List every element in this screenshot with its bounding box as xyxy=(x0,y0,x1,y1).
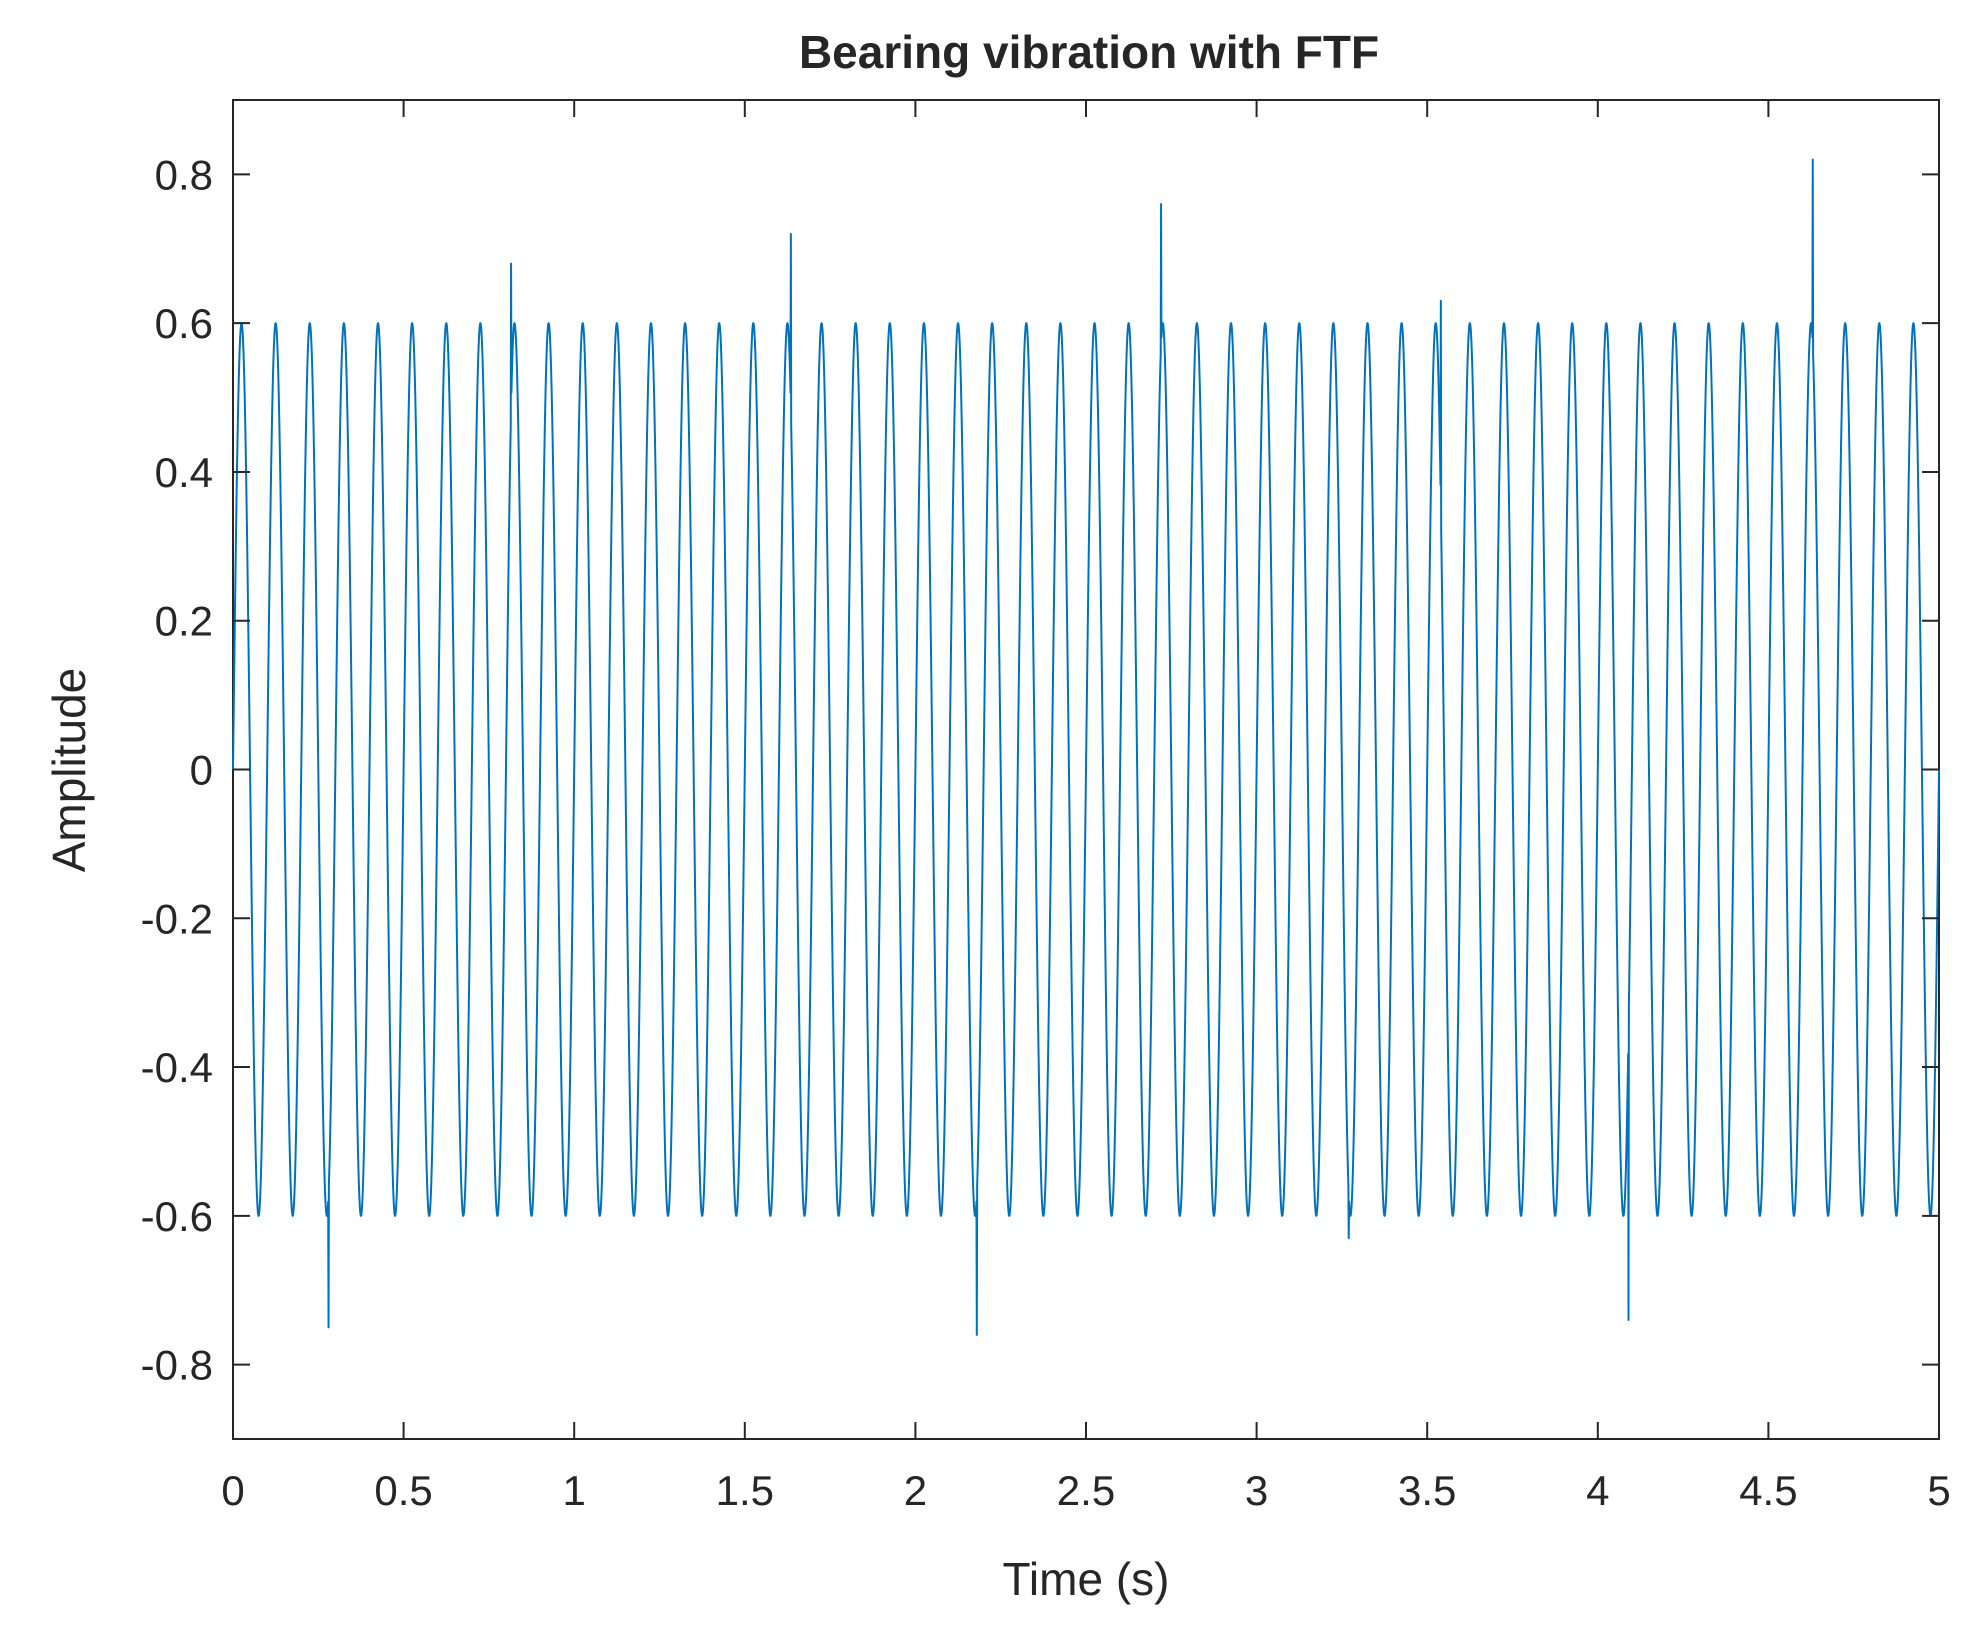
y-tick-label: 0.4 xyxy=(155,449,213,496)
y-tick-label: 0.8 xyxy=(155,151,213,198)
y-tick-label: -0.2 xyxy=(141,895,213,942)
x-tick-label: 4.5 xyxy=(1739,1467,1797,1514)
y-tick-label: -0.6 xyxy=(141,1193,213,1240)
y-axis-label: Amplitude xyxy=(43,668,95,873)
x-tick-label: 1.5 xyxy=(716,1467,774,1514)
series-layer xyxy=(232,158,1940,1336)
chart-title: Bearing vibration with FTF xyxy=(799,26,1379,78)
y-tick-label: -0.4 xyxy=(141,1044,213,1091)
series-line xyxy=(232,158,1940,1336)
x-tick-label: 5 xyxy=(1927,1467,1950,1514)
x-tick-label: 2.5 xyxy=(1057,1467,1115,1514)
plot-area: 0 0.5 1 1.5 2 2.5 3 3.5 4 4.5 5 0.8 0.6 0.4 0.2 0 -0.2 -0… xyxy=(141,99,1951,1514)
x-tick-label: 2 xyxy=(904,1467,927,1514)
y-tick-label: 0.6 xyxy=(155,300,213,347)
y-tick-label: 0.2 xyxy=(155,598,213,645)
y-tick-label: -0.8 xyxy=(141,1342,213,1389)
x-tick-label: 0 xyxy=(221,1467,244,1514)
y-tick-label: 0 xyxy=(190,747,213,794)
x-tick-label: 0.5 xyxy=(374,1467,432,1514)
x-tick-label: 3 xyxy=(1245,1467,1268,1514)
x-tick-label: 3.5 xyxy=(1398,1467,1456,1514)
x-tick-label: 1 xyxy=(563,1467,586,1514)
tick-layer: 0 0.5 1 1.5 2 2.5 3 3.5 4 4.5 5 0.8 0.6 0.4 0.2 0 -0.2 -0… xyxy=(141,100,1951,1514)
x-tick-label: 4 xyxy=(1586,1467,1609,1514)
x-axis-label: Time (s) xyxy=(1003,1553,1170,1605)
